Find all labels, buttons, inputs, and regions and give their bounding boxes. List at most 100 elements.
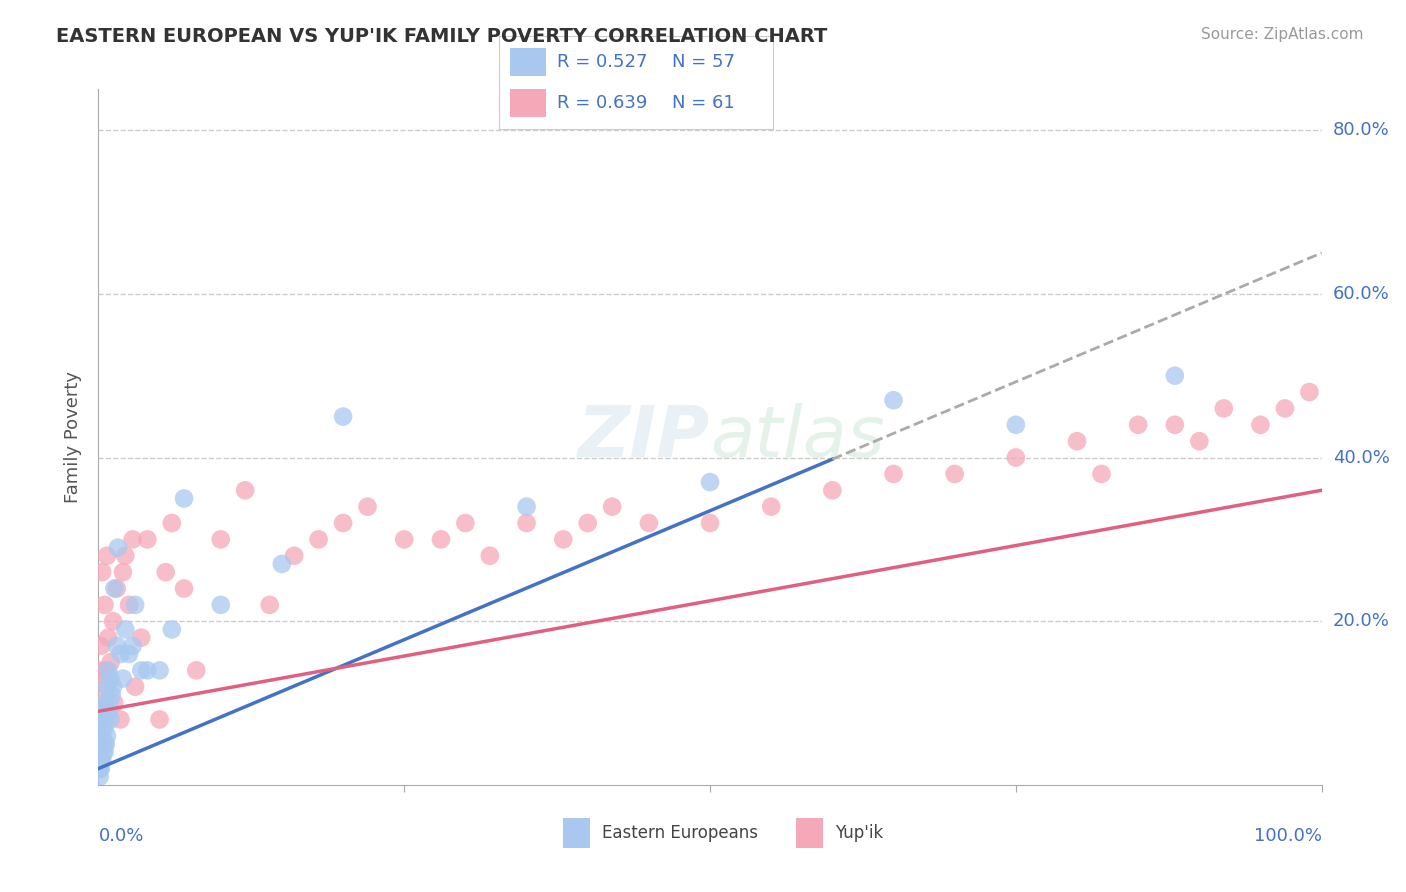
Point: [155, 565, 177, 579]
Point: [129, 664, 152, 678]
Point: [97, 704, 120, 718]
Point: [173, 582, 195, 596]
Point: [1090, 467, 1112, 481]
Point: [98, 696, 121, 710]
Point: [136, 533, 159, 547]
Point: [93, 737, 115, 751]
Point: [515, 516, 537, 530]
Point: [91, 745, 114, 759]
Text: 40.0%: 40.0%: [1333, 449, 1389, 467]
Point: [89, 737, 111, 751]
Point: [118, 647, 141, 661]
Text: 100.0%: 100.0%: [1254, 827, 1322, 845]
Point: [91, 713, 114, 727]
Point: [90, 753, 112, 767]
Text: 0.0%: 0.0%: [98, 827, 143, 845]
Point: [89, 770, 111, 784]
Point: [90, 713, 112, 727]
Point: [209, 533, 232, 547]
Point: [90, 639, 112, 653]
Point: [761, 500, 783, 514]
Point: [1212, 401, 1234, 416]
Point: [1066, 434, 1088, 449]
Point: [149, 664, 172, 678]
Point: [101, 680, 124, 694]
Point: [101, 688, 124, 702]
Point: [943, 467, 966, 481]
Point: [209, 598, 232, 612]
Point: [124, 680, 146, 694]
Point: [89, 762, 111, 776]
Point: [121, 639, 143, 653]
Point: [96, 729, 118, 743]
Point: [89, 729, 111, 743]
Point: [308, 533, 330, 547]
Bar: [510, 48, 546, 76]
Point: [821, 483, 844, 498]
Point: [114, 549, 136, 563]
Point: [96, 680, 118, 694]
Point: [111, 672, 134, 686]
Point: [94, 664, 117, 678]
Text: EASTERN EUROPEAN VS YUP'IK FAMILY POVERTY CORRELATION CHART: EASTERN EUROPEAN VS YUP'IK FAMILY POVERT…: [56, 27, 828, 45]
Point: [97, 631, 120, 645]
Point: [91, 737, 114, 751]
Point: [89, 704, 111, 718]
Point: [270, 557, 294, 571]
Point: [89, 753, 111, 767]
Point: [553, 533, 575, 547]
Point: [283, 549, 305, 563]
Point: [637, 516, 661, 530]
Point: [515, 500, 537, 514]
Point: [332, 409, 354, 424]
Point: [1298, 385, 1320, 400]
Point: [93, 721, 115, 735]
Text: 80.0%: 80.0%: [1333, 121, 1389, 139]
Point: [136, 664, 159, 678]
Point: [101, 614, 124, 628]
Point: [111, 565, 134, 579]
Point: [1188, 434, 1211, 449]
Point: [1004, 450, 1026, 465]
Point: [356, 500, 378, 514]
Point: [1164, 368, 1187, 383]
Point: [93, 688, 115, 702]
Point: [1249, 417, 1271, 432]
Point: [96, 549, 118, 563]
Point: [259, 598, 281, 612]
Point: [91, 753, 114, 767]
Point: [91, 672, 114, 686]
Point: [110, 713, 132, 727]
Text: N = 57: N = 57: [672, 53, 735, 70]
Point: [186, 664, 208, 678]
Point: [90, 762, 112, 776]
Point: [129, 631, 152, 645]
Point: [883, 467, 905, 481]
Point: [100, 655, 122, 669]
Y-axis label: Family Poverty: Family Poverty: [65, 371, 83, 503]
Point: [105, 582, 128, 596]
Point: [332, 516, 354, 530]
Point: [1274, 401, 1296, 416]
Point: [93, 598, 115, 612]
Point: [392, 533, 416, 547]
Text: Yup'ik: Yup'ik: [835, 824, 883, 842]
Point: [94, 713, 117, 727]
Point: [97, 664, 120, 678]
Point: [430, 533, 453, 547]
Point: [160, 623, 183, 637]
Point: [173, 491, 195, 506]
Point: [105, 639, 128, 653]
Bar: [510, 89, 546, 117]
Point: [699, 516, 721, 530]
Point: [1004, 417, 1026, 432]
Point: [91, 729, 114, 743]
Point: [600, 500, 623, 514]
Point: [233, 483, 256, 498]
Point: [149, 713, 172, 727]
Point: [93, 745, 115, 759]
Text: 20.0%: 20.0%: [1333, 612, 1389, 631]
Point: [121, 533, 143, 547]
Point: [1128, 417, 1150, 432]
Text: atlas: atlas: [710, 402, 884, 472]
